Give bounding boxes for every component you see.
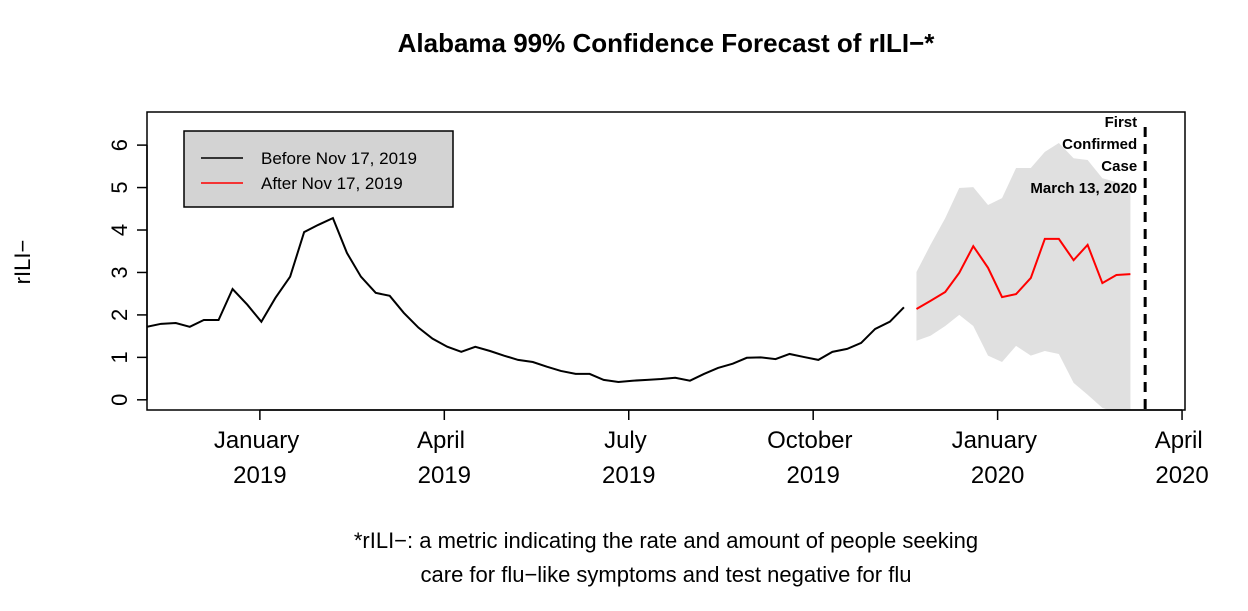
chart-title: Alabama 99% Confidence Forecast of rILI−…	[398, 28, 936, 58]
footnote: care for flu−like symptoms and test nega…	[421, 562, 912, 587]
confidence-band	[916, 142, 1131, 410]
x-tick-label: October 2019	[767, 427, 859, 489]
y-axis-label: rILI−	[10, 240, 35, 285]
x-tick-label: January 2020	[952, 427, 1044, 489]
footnote: *rILI−: a metric indicating the rate and…	[354, 528, 978, 553]
y-tick-label: 3	[107, 266, 132, 278]
x-tick-label: April 2020	[1155, 427, 1210, 489]
plot-area	[147, 142, 1131, 410]
event-label: Case	[1101, 158, 1137, 175]
x-tick-label: April 2019	[417, 427, 472, 489]
legend-label: Before Nov 17, 2019	[261, 149, 417, 168]
y-tick-label: 1	[107, 351, 132, 363]
event-label: March 13, 2020	[1030, 180, 1137, 197]
plot-border	[146, 111, 1186, 411]
y-tick-label: 5	[107, 181, 132, 193]
x-tick-label: July 2019	[602, 427, 655, 489]
series-line	[147, 216, 905, 383]
legend-box	[183, 130, 454, 208]
y-tick-label: 4	[107, 224, 132, 236]
legend-label: After Nov 17, 2019	[261, 174, 403, 193]
y-tick-label: 2	[107, 309, 132, 321]
event-label: First	[1105, 114, 1138, 131]
x-tick-label: January 2019	[214, 427, 306, 489]
event-label: Confirmed	[1062, 136, 1137, 153]
y-tick-label: 6	[107, 139, 132, 151]
y-tick-label: 0	[107, 394, 132, 406]
series-line	[915, 237, 1131, 310]
